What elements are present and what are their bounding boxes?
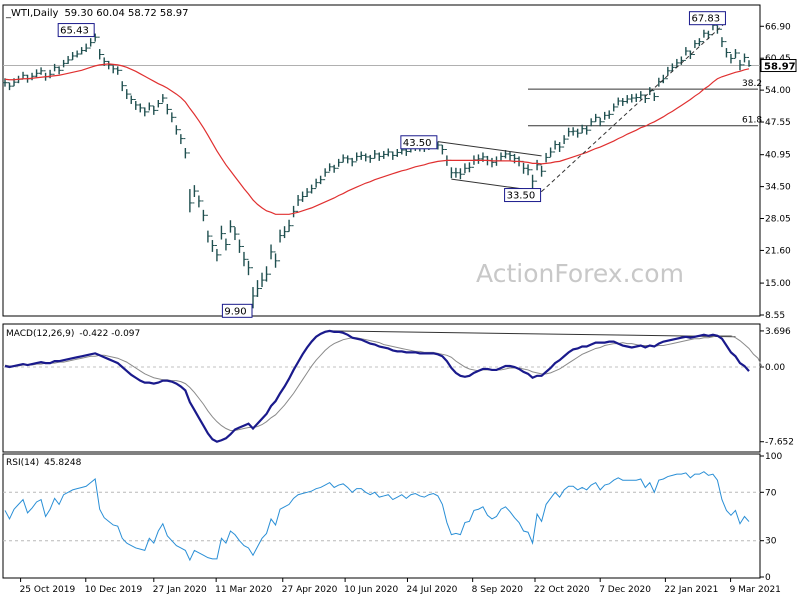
price-axis-label: 8.55 <box>765 311 785 321</box>
macd-trend-line <box>329 330 736 338</box>
macd-pane-title: MACD(12,26,9) -0.422 -0.097 <box>6 329 140 339</box>
price-label-box <box>688 11 726 26</box>
price-label: 43.50 <box>403 138 432 149</box>
moving-average-line <box>4 63 750 215</box>
price-pane <box>2 4 761 317</box>
macd-axis-label: -7.652 <box>765 438 794 448</box>
macd-line <box>4 329 750 443</box>
date-axis-label: 22 Oct 2020 <box>534 585 590 595</box>
price-axis-label: 15.00 <box>765 279 791 289</box>
date-axis-label: 11 Mar 2020 <box>215 585 272 595</box>
chart-marks: 66.9060.4554.0047.5540.9534.5028.0521.60… <box>2 11 797 595</box>
macd-signal-line <box>4 335 763 431</box>
rsi-title: RSI(14) <box>6 458 39 468</box>
price-label: 9.90 <box>224 306 246 317</box>
price-pane-title: _WTI,Daily 59.30 60.04 58.72 58.97 <box>5 8 189 19</box>
date-axis-label: 25 Oct 2019 <box>20 585 76 595</box>
date-axis-label: 24 Jul 2020 <box>406 585 457 595</box>
macd-values: -0.422 -0.097 <box>79 329 140 339</box>
date-axis-label: 10 Dec 2019 <box>85 585 143 595</box>
rsi-axis-label: 70 <box>765 488 777 498</box>
price-axis-label: 21.60 <box>765 246 791 256</box>
fib-level-label: 61.8 <box>742 116 762 126</box>
rsi-values: 45.8248 <box>44 458 81 468</box>
fib-level-label: 38.2 <box>742 79 762 89</box>
date-axis-label: 27 Jan 2020 <box>153 585 207 595</box>
rsi-axis-label: 0 <box>765 573 771 583</box>
macd-axis-label: 0.00 <box>765 363 785 373</box>
channel-upper-line <box>437 141 542 157</box>
date-axis-label: 8 Sep 2020 <box>472 585 524 595</box>
macd-title: MACD(12,26,9) <box>6 329 74 339</box>
date-axis-label: 27 Apr 2020 <box>282 585 338 595</box>
price-axis-label: 40.95 <box>765 151 791 161</box>
watermark-text: ActionForex.com <box>476 259 684 288</box>
date-axis-label: 22 Jan 2021 <box>664 585 718 595</box>
rsi-axis-label: 30 <box>765 537 777 547</box>
macd-pane <box>2 323 761 453</box>
date-axis-label: 7 Dec 2020 <box>599 585 651 595</box>
price-label-box <box>221 303 253 318</box>
price-label: 67.83 <box>691 14 720 25</box>
price-axis-label: 28.05 <box>765 215 791 225</box>
price-axis-label: 34.50 <box>765 183 791 193</box>
current-price-tag: 58.97 <box>764 62 796 73</box>
rsi-pane <box>2 453 761 579</box>
rsi-pane-title: RSI(14) 45.8248 <box>6 458 82 468</box>
price-label: 33.50 <box>507 191 536 202</box>
rsi-line <box>4 471 750 562</box>
date-axis-label: 9 Mar 2021 <box>730 585 781 595</box>
price-axis-label: 66.90 <box>765 22 791 32</box>
price-label-box <box>57 23 95 38</box>
macd-axis-label: 3.696 <box>765 327 791 337</box>
price-axis-label: 54.00 <box>765 86 791 96</box>
price-label-box <box>504 188 542 203</box>
price-axis-label: 47.55 <box>765 118 791 128</box>
price-label-box <box>400 135 438 150</box>
rsi-axis-label: 100 <box>765 452 782 462</box>
ohlc-values: 59.30 60.04 58.72 58.97 <box>64 8 188 19</box>
price-label: 65.43 <box>60 26 89 37</box>
date-axis-label: 10 Jun 2020 <box>344 585 398 595</box>
current-price-tag-box <box>760 59 797 73</box>
symbol-title: _WTI,Daily <box>5 8 59 19</box>
